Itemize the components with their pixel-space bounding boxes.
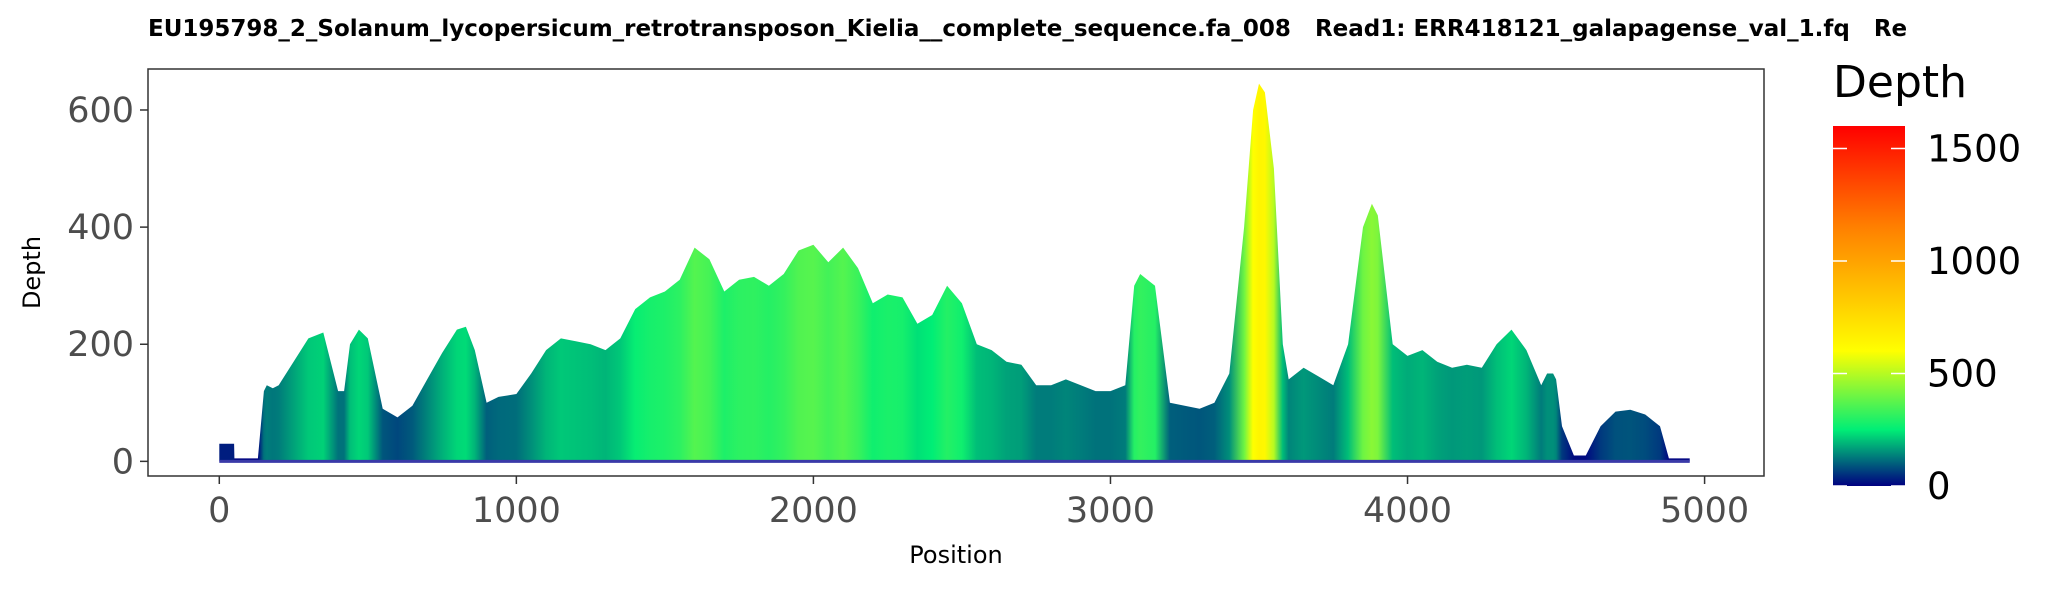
y-tick-label: 200 [67,325,134,365]
plot-border [147,68,1765,477]
depth-area [219,83,1690,462]
legend: Depth 0 500 1000 1500 [1833,57,2021,508]
x-tick-label: 1000 [472,491,561,531]
legend-colorbar [1833,126,1905,486]
chart-title: EU195798_2_Solanum_lycopersicum_retrotra… [148,16,1908,42]
x-tick-label: 4000 [1363,491,1452,531]
axes: 0 1000 2000 3000 4000 5000 0 200 400 600 Position D… [18,68,1765,569]
legend-title: Depth [1833,57,1967,108]
x-tick-label: 3000 [1066,491,1155,531]
legend-tick-label: 0 [1927,465,1951,508]
x-tick-label: 0 [208,491,230,531]
x-tick-label: 5000 [1660,491,1749,531]
legend-tick-label: 500 [1927,353,1998,396]
x-axis-label: Position [909,541,1002,569]
x-tick-label: 2000 [769,491,858,531]
plot-area [219,83,1690,463]
legend-tick-label: 1500 [1927,128,2021,171]
y-axis-label: Depth [18,236,46,309]
legend-tick-label: 1000 [1927,240,2021,283]
y-tick-label: 400 [67,208,134,248]
y-tick-label: 0 [112,442,134,482]
y-tick-label: 600 [67,91,134,131]
